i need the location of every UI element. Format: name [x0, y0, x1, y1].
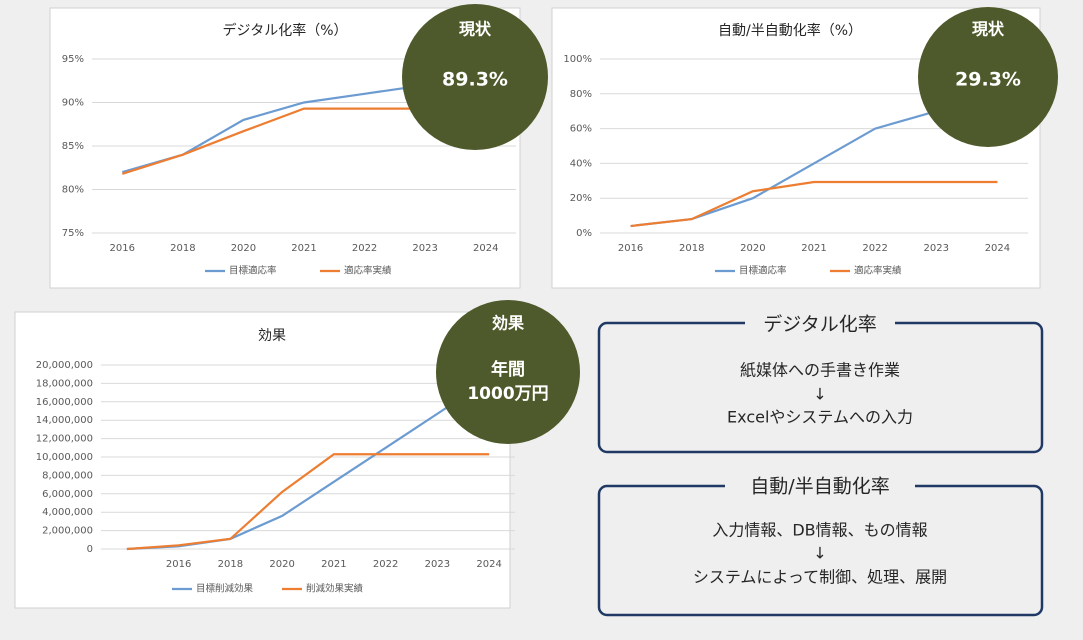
box-title-bg [745, 312, 895, 336]
chart-title: 効果 [258, 328, 286, 344]
x-tick-label: 2023 [425, 559, 450, 570]
chart-panel [14, 311, 511, 609]
box-arrow: ↓ [813, 544, 826, 563]
legend-label: 目標適応率 [229, 265, 277, 277]
x-tick-label: 2018 [170, 243, 195, 254]
y-tick-label: 95% [62, 54, 84, 65]
x-tick-label: 2020 [231, 243, 256, 254]
x-tick-label: 2023 [924, 243, 949, 254]
callout-heading: 現状 [459, 20, 492, 39]
legend-label: 適応率実績 [344, 265, 392, 277]
chart-title: 自動/半自動化率（%） [718, 22, 862, 39]
y-tick-label: 80% [62, 185, 84, 196]
x-tick-label: 2021 [321, 559, 346, 570]
x-tick-label: 2021 [801, 243, 826, 254]
y-tick-label: 0 [87, 544, 93, 555]
callout-circle [918, 7, 1058, 147]
y-tick-label: 16,000,000 [36, 397, 93, 408]
box-line: システムによって制御、処理、展開 [693, 568, 947, 587]
y-tick-label: 14,000,000 [36, 415, 93, 426]
box-title: デジタル化率 [763, 314, 877, 336]
box-title-bg [725, 474, 915, 498]
x-tick-label: 2016 [166, 559, 191, 570]
callout-heading: 現状 [972, 20, 1005, 39]
box-line: 入力情報、DB情報、もの情報 [712, 521, 927, 540]
x-tick-label: 2020 [269, 559, 294, 570]
x-tick-label: 2021 [291, 243, 316, 254]
y-tick-label: 85% [62, 141, 84, 152]
y-tick-label: 18,000,000 [36, 378, 93, 389]
chart-title: デジタル化率（%） [222, 22, 347, 39]
callout-circle [402, 4, 548, 150]
x-tick-label: 2022 [862, 243, 887, 254]
y-tick-label: 6,000,000 [42, 489, 93, 500]
x-tick-label: 2022 [373, 559, 398, 570]
y-tick-label: 8,000,000 [42, 470, 93, 481]
x-tick-label: 2020 [740, 243, 765, 254]
callout-value: 89.3% [442, 69, 508, 91]
y-tick-label: 0% [576, 228, 592, 239]
box-line: 紙媒体への手書き作業 [740, 361, 900, 380]
callout-heading: 効果 [492, 314, 524, 333]
callout-text: 1000万円 [467, 384, 548, 404]
legend-label: 適応率実績 [854, 265, 902, 277]
x-tick-label: 2016 [618, 243, 643, 254]
box-line: Excelやシステムへの入力 [727, 408, 913, 427]
data-line [121, 107, 426, 175]
data-line [630, 180, 998, 228]
x-tick-label: 2022 [352, 243, 377, 254]
y-tick-label: 100% [563, 54, 592, 65]
y-tick-label: 12,000,000 [36, 434, 93, 445]
x-tick-label: 2016 [110, 243, 135, 254]
x-tick-label: 2024 [476, 559, 501, 570]
y-tick-label: 40% [570, 158, 592, 169]
x-tick-label: 2024 [985, 243, 1010, 254]
y-tick-label: 60% [570, 124, 592, 135]
y-tick-label: 4,000,000 [42, 507, 93, 518]
y-tick-label: 90% [62, 98, 84, 109]
callout-text: 年間 [491, 359, 525, 380]
x-tick-label: 2018 [218, 559, 243, 570]
y-tick-label: 10,000,000 [36, 452, 93, 463]
legend-label: 目標適応率 [739, 265, 787, 277]
box-arrow: ↓ [813, 385, 826, 404]
legend-label: 削減効果実績 [306, 583, 364, 595]
callout-circle [436, 300, 580, 444]
x-tick-label: 2023 [412, 243, 437, 254]
box-title: 自動/半自動化率 [750, 476, 889, 498]
x-tick-label: 2018 [679, 243, 704, 254]
x-tick-label: 2024 [473, 243, 498, 254]
y-tick-label: 80% [570, 89, 592, 100]
y-tick-label: 20,000,000 [36, 360, 93, 371]
y-tick-label: 2,000,000 [42, 526, 93, 537]
y-tick-label: 75% [62, 228, 84, 239]
callout-value: 29.3% [955, 69, 1021, 91]
legend-label: 目標削減効果 [196, 583, 254, 595]
data-line [126, 453, 490, 551]
y-tick-label: 20% [570, 193, 592, 204]
